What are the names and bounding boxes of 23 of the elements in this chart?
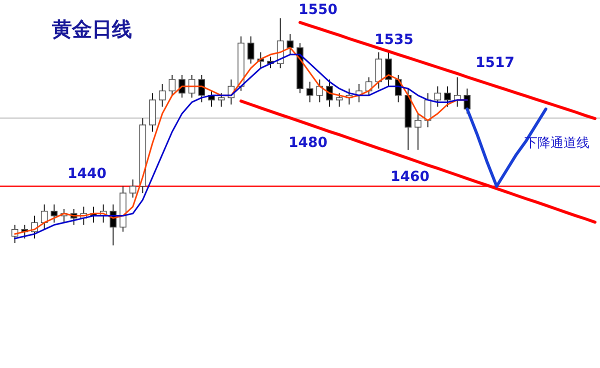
annotation: 1440 — [68, 166, 107, 182]
annotation: 1535 — [374, 32, 414, 48]
candlestick — [168, 74, 176, 96]
candlestick — [336, 92, 343, 108]
annotation: 下降通道线 — [524, 136, 590, 151]
chart-title: 黄金日线 — [51, 17, 132, 41]
candlestick — [444, 86, 451, 108]
candlestick — [375, 52, 382, 90]
candlestick — [218, 92, 225, 108]
candlestick — [247, 36, 254, 64]
candlestick — [306, 81, 314, 103]
candlestick — [286, 34, 294, 56]
annotation: 1517 — [476, 55, 514, 71]
candlestick — [50, 204, 58, 224]
candlestick — [434, 86, 442, 108]
annotation: 1460 — [390, 169, 430, 185]
candlestick — [385, 52, 392, 87]
text: 1550 — [298, 2, 338, 18]
candlestick — [129, 178, 136, 198]
candlestick — [326, 79, 333, 108]
annotation: 1480 — [288, 135, 328, 151]
candlestick — [414, 113, 422, 150]
candlestick — [158, 84, 166, 108]
